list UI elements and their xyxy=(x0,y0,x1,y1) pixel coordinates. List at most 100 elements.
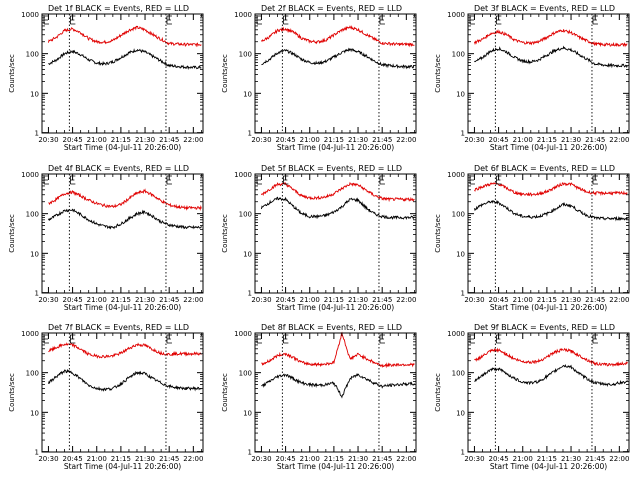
x-tick-label: 20:30 xyxy=(464,455,484,463)
x-tick-label: 21:00 xyxy=(87,136,107,144)
x-tick-label: 20:30 xyxy=(38,136,58,144)
plot-frame xyxy=(254,173,417,294)
series-lld-line xyxy=(48,188,202,212)
x-tick-label: 21:30 xyxy=(348,296,368,304)
start-flag-icon xyxy=(43,15,49,25)
x-tick-label: 21:00 xyxy=(513,136,533,144)
y-axis-label: Counts/sec xyxy=(221,54,229,93)
panel-det-7: Det 7f BLACK = Events, RED = LLD 1 10 100 10… xyxy=(8,323,204,471)
x-tick-label: 22:00 xyxy=(609,296,629,304)
marker-flag-icon xyxy=(495,15,502,25)
y-tick-label: 100 xyxy=(239,370,252,378)
x-tick-label: 21:45 xyxy=(159,136,179,144)
panel-det-6: Det 6f BLACK = Events, RED = LLD 1 10 100 10… xyxy=(434,164,630,312)
x-tick-label: 20:45 xyxy=(275,455,295,463)
x-tick-label: 20:30 xyxy=(464,136,484,144)
y-tick-label: 1000 xyxy=(21,330,39,338)
y-tick-label: 1000 xyxy=(234,11,252,19)
y-tick-label: 100 xyxy=(452,370,465,378)
x-tick-label: 22:00 xyxy=(396,455,416,463)
x-tick-label: 21:15 xyxy=(324,455,344,463)
series-events-line xyxy=(48,208,202,230)
y-axis-label: Counts/sec xyxy=(8,373,16,412)
y-tick-label: 1 xyxy=(461,449,465,457)
start-flag-icon xyxy=(256,15,262,25)
y-tick-label: 10 xyxy=(243,90,252,98)
marker-flag-icon xyxy=(495,175,502,185)
series-events-line xyxy=(474,363,628,388)
plot-frame xyxy=(467,13,630,134)
x-tick-label: 21:30 xyxy=(561,136,581,144)
x-tick-label: 21:45 xyxy=(159,455,179,463)
panel-det-4: Det 4f BLACK = Events, RED = LLD 1 10 100 10… xyxy=(8,164,204,312)
y-tick-label: 1 xyxy=(248,449,252,457)
x-tick-label: 21:15 xyxy=(324,296,344,304)
y-tick-label: 10 xyxy=(30,90,39,98)
panel-det-3: Det 3f BLACK = Events, RED = LLD 1 10 100 10… xyxy=(434,4,630,152)
y-tick-label: 1000 xyxy=(447,171,465,179)
x-tick-label: 20:45 xyxy=(62,455,82,463)
y-axis-label: Counts/sec xyxy=(221,214,229,253)
y-tick-label: 100 xyxy=(26,370,39,378)
marker-flag-icon xyxy=(592,175,598,185)
marker-flag-icon xyxy=(282,15,289,25)
plot-frame xyxy=(41,173,204,294)
marker-flag-icon xyxy=(379,175,385,185)
x-tick-label: 22:00 xyxy=(183,296,203,304)
series-lld-line xyxy=(47,25,202,48)
x-tick-label: 21:45 xyxy=(372,455,392,463)
x-tick-label: 21:15 xyxy=(537,296,557,304)
x-tick-label: 21:30 xyxy=(348,136,368,144)
series-events-line xyxy=(473,199,628,222)
series-lld-line xyxy=(48,342,202,359)
x-axis-label: Start Time (04-Jul-11 20:26:00) xyxy=(277,143,394,152)
series-lld-line xyxy=(474,347,628,368)
start-flag-icon xyxy=(469,334,475,344)
y-tick-label: 1 xyxy=(461,130,465,138)
x-tick-label: 20:45 xyxy=(488,296,508,304)
y-tick-label: 1000 xyxy=(447,11,465,19)
y-tick-label: 100 xyxy=(26,211,39,219)
x-tick-label: 21:15 xyxy=(111,136,131,144)
x-tick-label: 21:00 xyxy=(513,455,533,463)
x-tick-label: 20:45 xyxy=(488,136,508,144)
marker-flag-icon xyxy=(166,334,172,344)
plot-frame xyxy=(254,13,417,134)
y-tick-label: 1000 xyxy=(447,330,465,338)
y-tick-label: 1000 xyxy=(234,330,252,338)
x-tick-label: 22:00 xyxy=(396,136,416,144)
x-axis-label: Start Time (04-Jul-11 20:26:00) xyxy=(277,303,394,312)
x-axis-label: Start Time (04-Jul-11 20:26:00) xyxy=(490,143,607,152)
panel-title: Det 4f BLACK = Events, RED = LLD xyxy=(48,164,189,173)
x-tick-label: 21:45 xyxy=(372,136,392,144)
x-tick-label: 22:00 xyxy=(609,136,629,144)
x-axis-label: Start Time (04-Jul-11 20:26:00) xyxy=(64,462,181,471)
x-tick-label: 20:45 xyxy=(62,296,82,304)
x-axis-label: Start Time (04-Jul-11 20:26:00) xyxy=(277,462,394,471)
y-tick-label: 10 xyxy=(243,409,252,417)
x-tick-label: 21:45 xyxy=(159,296,179,304)
panel-title: Det 9f BLACK = Events, RED = LLD xyxy=(474,323,615,332)
x-tick-label: 21:00 xyxy=(87,455,107,463)
x-tick-label: 22:00 xyxy=(609,455,629,463)
marker-flag-icon xyxy=(592,334,598,344)
x-tick-label: 21:15 xyxy=(111,455,131,463)
marker-flag-icon xyxy=(282,175,289,185)
y-tick-label: 100 xyxy=(26,51,39,59)
x-tick-label: 20:45 xyxy=(62,136,82,144)
x-tick-label: 21:30 xyxy=(135,296,155,304)
plot-frame xyxy=(41,13,204,134)
panel-title: Det 3f BLACK = Events, RED = LLD xyxy=(474,4,615,13)
x-tick-label: 21:30 xyxy=(561,455,581,463)
series-events-line xyxy=(48,48,202,71)
y-axis-label: Counts/sec xyxy=(8,214,16,253)
y-tick-label: 10 xyxy=(456,250,465,258)
x-tick-label: 21:00 xyxy=(300,296,320,304)
x-tick-label: 20:30 xyxy=(251,455,271,463)
series-events-line xyxy=(474,45,628,69)
x-tick-label: 21:00 xyxy=(513,296,533,304)
y-tick-label: 100 xyxy=(239,51,252,59)
x-tick-label: 21:45 xyxy=(585,296,605,304)
y-tick-label: 1 xyxy=(248,290,252,298)
marker-flag-icon xyxy=(69,175,76,185)
